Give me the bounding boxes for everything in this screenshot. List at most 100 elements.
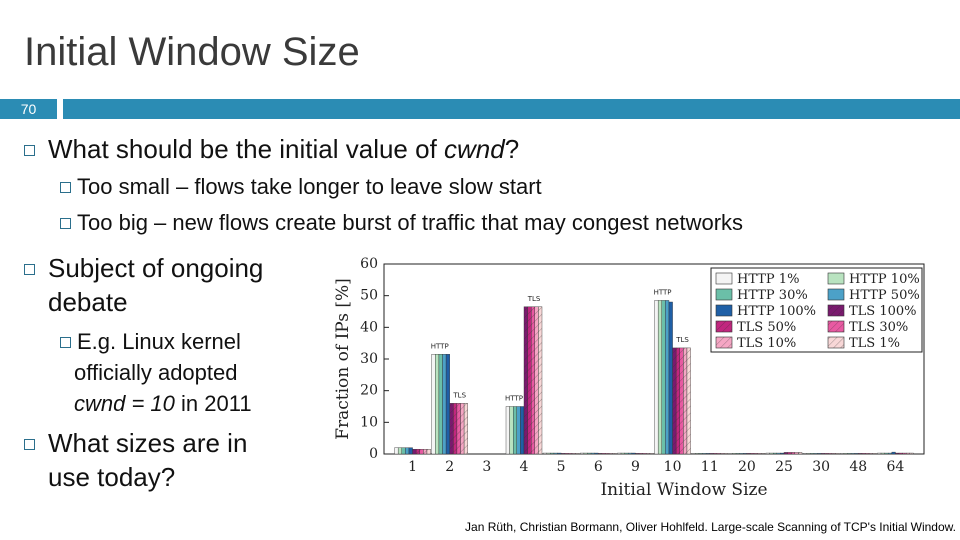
bar: [802, 453, 807, 455]
bullet-sizes-today: What sizes are in use today?: [48, 426, 247, 494]
legend-swatch: [827, 272, 845, 285]
bar: [810, 453, 815, 455]
bar-hatch: [423, 449, 427, 454]
bar-hatch: [649, 453, 654, 454]
bar: [817, 453, 822, 455]
bar-hatch: [642, 453, 647, 454]
bar: [702, 453, 707, 455]
bar: [840, 453, 845, 455]
sub-bullet-box-icon: [60, 182, 71, 193]
initial-window-chart: 0 10 20 30 40 50 60 Fraction of IPs [%] Initial …: [333, 256, 925, 500]
bar: [620, 452, 625, 455]
bar: [512, 406, 517, 455]
bar-hatch: [902, 453, 907, 454]
bar: [590, 452, 595, 455]
bar: [705, 453, 710, 455]
bar: [891, 451, 896, 455]
bar: [854, 453, 859, 455]
slide-title: Initial Window Size: [24, 30, 360, 74]
bar: [813, 453, 818, 455]
bar-hatch: [906, 453, 910, 454]
x-tick-label: 1: [408, 459, 417, 475]
x-tick-label: 11: [701, 459, 719, 475]
bullet-ongoing-debate: Subject of ongoing debate: [48, 251, 263, 319]
legend: HTTP 1% HTTP 10% HTTP 30% HTTP 50% HTTP 100%…: [710, 267, 923, 353]
bar-annotation: TLS: [527, 295, 541, 303]
legend-label: TLS 10%: [737, 336, 796, 351]
bar-hatch: [791, 452, 795, 454]
bar: [628, 452, 633, 455]
x-tick-label: 2: [445, 459, 454, 475]
legend-label: HTTP 10%: [849, 272, 920, 287]
bar: [617, 452, 622, 455]
bar-hatch: [835, 453, 840, 454]
x-tick-label: 30: [812, 459, 830, 475]
bar-annotation: TLS: [675, 336, 689, 344]
bar: [580, 452, 585, 455]
bullet-box-icon: [24, 264, 35, 275]
bar-hatch: [571, 453, 576, 454]
bar: [843, 453, 848, 455]
bar-hatch: [821, 453, 825, 454]
y-axis-label: Fraction of IPs [%]: [333, 278, 353, 440]
y-tick-label: 30: [360, 351, 378, 367]
bar-hatch: [534, 306, 539, 454]
bar-hatch: [761, 453, 765, 454]
x-tick-label: 6: [594, 459, 603, 475]
y-tick-label: 40: [360, 319, 378, 335]
bar: [780, 452, 785, 455]
bar: [877, 452, 882, 455]
bar-hatch: [524, 306, 528, 454]
bar-hatch: [865, 453, 870, 454]
bar: [550, 452, 555, 455]
bar-hatch: [895, 453, 900, 454]
sub-bullet-box-icon: [60, 337, 71, 348]
legend-swatch-hatch: [716, 321, 732, 332]
legend-box: [710, 267, 923, 353]
bullet-box-icon: [24, 145, 35, 156]
legend-swatch-hatch: [828, 321, 844, 332]
x-tick-label: 25: [775, 459, 793, 475]
bar-hatch: [561, 453, 565, 454]
bar-hatch: [564, 453, 569, 454]
bar: [557, 452, 562, 455]
bullet-box-icon: [24, 439, 35, 450]
bar-hatch: [716, 453, 721, 454]
bar: [695, 453, 700, 455]
bar: [728, 453, 733, 455]
bar-hatch: [412, 449, 417, 454]
bar: [594, 452, 599, 455]
y-tick-label: 50: [360, 288, 378, 304]
bullet-line: use today?: [48, 462, 176, 492]
bar-hatch: [460, 403, 465, 454]
bar-hatch: [720, 453, 725, 454]
legend-label: HTTP 50%: [849, 288, 920, 303]
legend-swatch: [715, 304, 733, 317]
bar-hatch: [757, 453, 762, 454]
bar-hatch: [456, 403, 461, 454]
bar: [509, 406, 514, 455]
legend-label: TLS 1%: [849, 336, 900, 351]
x-tick-label: 64: [887, 459, 905, 475]
x-tick-label: 9: [631, 459, 640, 475]
bullet-line: What sizes are in: [48, 428, 248, 458]
bar: [732, 453, 737, 455]
bar-hatch: [598, 453, 602, 454]
bar: [397, 447, 402, 455]
bullet-text: What should be the initial value of: [48, 134, 445, 164]
bar: [665, 300, 670, 455]
y-tick-label: 20: [360, 383, 378, 399]
bar-hatch: [872, 453, 877, 454]
bar: [850, 453, 855, 455]
bar: [735, 453, 740, 455]
bar-hatch: [605, 453, 610, 454]
legend-label: HTTP 30%: [737, 288, 808, 303]
bar-hatch: [713, 453, 717, 454]
bullet-emphasis: cwnd: [444, 134, 505, 164]
bar: [408, 447, 413, 455]
bar: [631, 452, 636, 455]
bullet-cwnd-question: What should be the initial value of cwnd…: [48, 132, 519, 166]
bar-hatch: [679, 347, 684, 454]
bar-hatch: [464, 403, 468, 454]
bar-hatch: [609, 453, 613, 454]
